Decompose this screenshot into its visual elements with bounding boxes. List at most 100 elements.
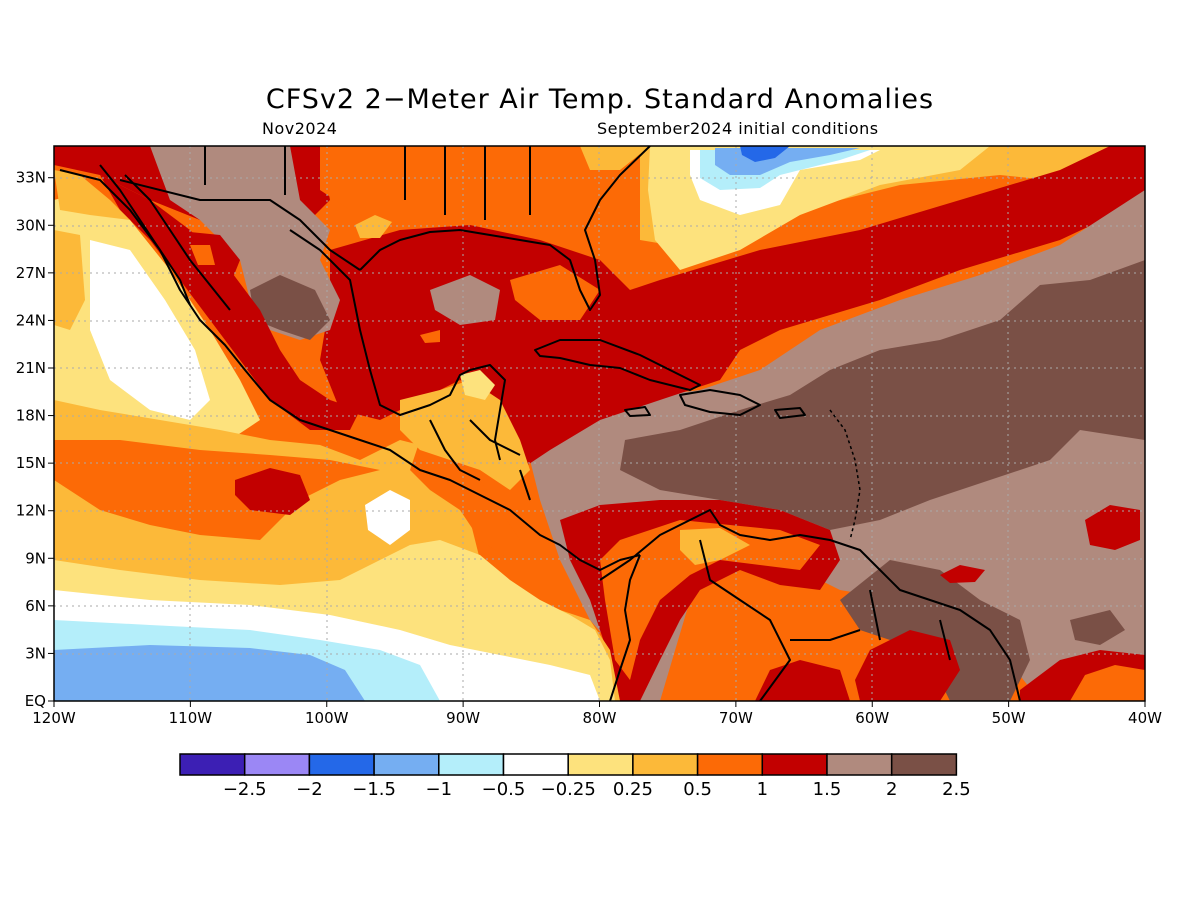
lat-tick-label: 30N bbox=[16, 216, 46, 234]
colorbar-swatch bbox=[308, 753, 375, 776]
field-east-orange bbox=[1070, 665, 1145, 701]
coast-cuba bbox=[534, 339, 701, 391]
lat-tick-label: 24N bbox=[16, 311, 46, 329]
field-southamerica-red2 bbox=[755, 660, 850, 701]
coast-samerica-north bbox=[599, 509, 1021, 701]
colorbar-label: −2 bbox=[296, 779, 323, 800]
field-mexico-darkbrown bbox=[250, 275, 330, 340]
initial-conditions: September2024 initial conditions bbox=[597, 119, 879, 138]
lat-tick-label: 21N bbox=[16, 359, 46, 377]
field-pacific-yellow bbox=[54, 170, 130, 220]
coast-baja bbox=[99, 164, 191, 306]
colorbar-label: 0.5 bbox=[683, 779, 712, 800]
lat-tick-label: 9N bbox=[25, 549, 46, 567]
lat-tick-label: 33N bbox=[16, 169, 46, 187]
lon-tick-label: 90W bbox=[446, 709, 480, 727]
coast-hispaniola bbox=[679, 389, 761, 416]
colorbar-label: −1.5 bbox=[352, 779, 396, 800]
field-pacific-orange2 bbox=[410, 440, 520, 560]
colorbar-label: −0.25 bbox=[541, 779, 596, 800]
field-mid-red-blob bbox=[940, 565, 985, 583]
field-pacific-orange bbox=[54, 440, 380, 540]
field-gulf-red bbox=[320, 225, 740, 470]
lon-tick-label: 70W bbox=[719, 709, 753, 727]
colorbar-swatch bbox=[826, 753, 893, 776]
lon-tick-label: 60W bbox=[855, 709, 889, 727]
colorbar-swatch bbox=[243, 753, 311, 776]
colorbar-label: −0.5 bbox=[482, 779, 526, 800]
coast-gulf-california bbox=[124, 174, 231, 311]
border-us-mexico bbox=[119, 179, 361, 271]
lon-tick-label: 110W bbox=[169, 709, 213, 727]
field-equator-lightblue bbox=[54, 645, 365, 701]
colorbar: −2.5 −2 −1.5 −1 −0.5 −0.25 0.25 0.5 1 1.5 2 2.5 bbox=[179, 753, 971, 800]
field-pacific-white bbox=[90, 240, 210, 420]
lat-tick-label: 12N bbox=[16, 502, 46, 520]
coast-mexico-pacific bbox=[59, 169, 641, 571]
field-gulf-orange2 bbox=[420, 330, 440, 343]
field-atlantic-red bbox=[600, 146, 1145, 360]
colorbar-swatch bbox=[567, 753, 634, 776]
lat-tick-label: 27N bbox=[16, 264, 46, 282]
colorbar-swatch bbox=[632, 753, 699, 776]
field-east-darkbrown bbox=[1070, 610, 1125, 645]
colorbar-label: −2.5 bbox=[223, 779, 267, 800]
field-guiana-darkbrown bbox=[840, 560, 1030, 701]
field-pacific-red-blob bbox=[235, 468, 310, 515]
anomaly-field bbox=[54, 146, 1145, 701]
colorbar-swatch bbox=[696, 753, 764, 776]
field-pacific-yellow2 bbox=[54, 230, 85, 330]
coastlines bbox=[59, 146, 1021, 701]
field-baja-red bbox=[100, 175, 360, 430]
field-scaribbean-orange bbox=[600, 520, 820, 680]
longitude-axis: 120W 110W 100W 90W 80W 70W 60W 50W 40W bbox=[32, 701, 1162, 727]
colorbar-swatch bbox=[179, 753, 246, 776]
lon-tick-label: 120W bbox=[32, 709, 76, 727]
colorbar-swatch bbox=[890, 753, 958, 776]
field-pacific-white-small bbox=[365, 490, 410, 545]
field-southamerica-red bbox=[855, 630, 960, 701]
field-gulf-orange bbox=[510, 265, 600, 320]
map-gridlines bbox=[54, 146, 1145, 701]
colorbar-swatch bbox=[502, 753, 569, 776]
field-east-red-blob bbox=[1085, 505, 1140, 550]
coast-pr bbox=[774, 407, 806, 419]
colorbar-label: 1 bbox=[757, 779, 768, 800]
lon-tick-label: 80W bbox=[583, 709, 617, 727]
field-camerica-yellow bbox=[400, 380, 530, 490]
lon-tick-label: 40W bbox=[1128, 709, 1162, 727]
colorbar-label: 1.5 bbox=[813, 779, 842, 800]
colorbar-swatch bbox=[438, 753, 505, 776]
colorbar-label: −1 bbox=[426, 779, 453, 800]
lat-tick-label: 3N bbox=[25, 644, 46, 662]
lat-tick-label: 6N bbox=[25, 597, 46, 615]
map-title: CFSv2 2−Meter Air Temp. Standard Anomali… bbox=[265, 84, 935, 115]
coast-us-gulf bbox=[359, 146, 651, 311]
border-samerica bbox=[699, 539, 951, 701]
field-gulf-lightbrown bbox=[430, 275, 500, 325]
lon-tick-label: 100W bbox=[305, 709, 349, 727]
forecast-month: Nov2024 bbox=[262, 119, 338, 138]
coast-jamaica bbox=[624, 406, 651, 417]
lon-tick-label: 50W bbox=[992, 709, 1026, 727]
colorbar-label: 2 bbox=[886, 779, 897, 800]
lat-tick-label: EQ bbox=[25, 692, 46, 710]
lat-tick-label: 18N bbox=[16, 407, 46, 425]
colorbar-label: 0.25 bbox=[613, 779, 653, 800]
colorbar-swatch bbox=[761, 753, 828, 776]
field-scaribbean-yellow bbox=[680, 528, 750, 565]
colorbar-swatch bbox=[373, 753, 440, 776]
colorbar-label: 2.5 bbox=[942, 779, 971, 800]
coast-colombia-pacific bbox=[609, 554, 641, 701]
coast-gulf-mexico bbox=[289, 229, 506, 461]
field-yucatan-yellow bbox=[460, 370, 495, 400]
border-central-america bbox=[429, 419, 531, 501]
field-mexico-orange bbox=[190, 245, 215, 265]
lat-tick-label: 15N bbox=[16, 454, 46, 472]
field-atlantic-blue bbox=[740, 146, 790, 162]
latitude-axis: 33N 30N 27N 24N 21N 18N 15N 12N 9N 6N 3N EQ bbox=[16, 169, 54, 710]
field-florida-yellow bbox=[580, 146, 650, 170]
coast-lesser-antilles bbox=[829, 409, 861, 541]
border-us-states bbox=[204, 146, 531, 220]
